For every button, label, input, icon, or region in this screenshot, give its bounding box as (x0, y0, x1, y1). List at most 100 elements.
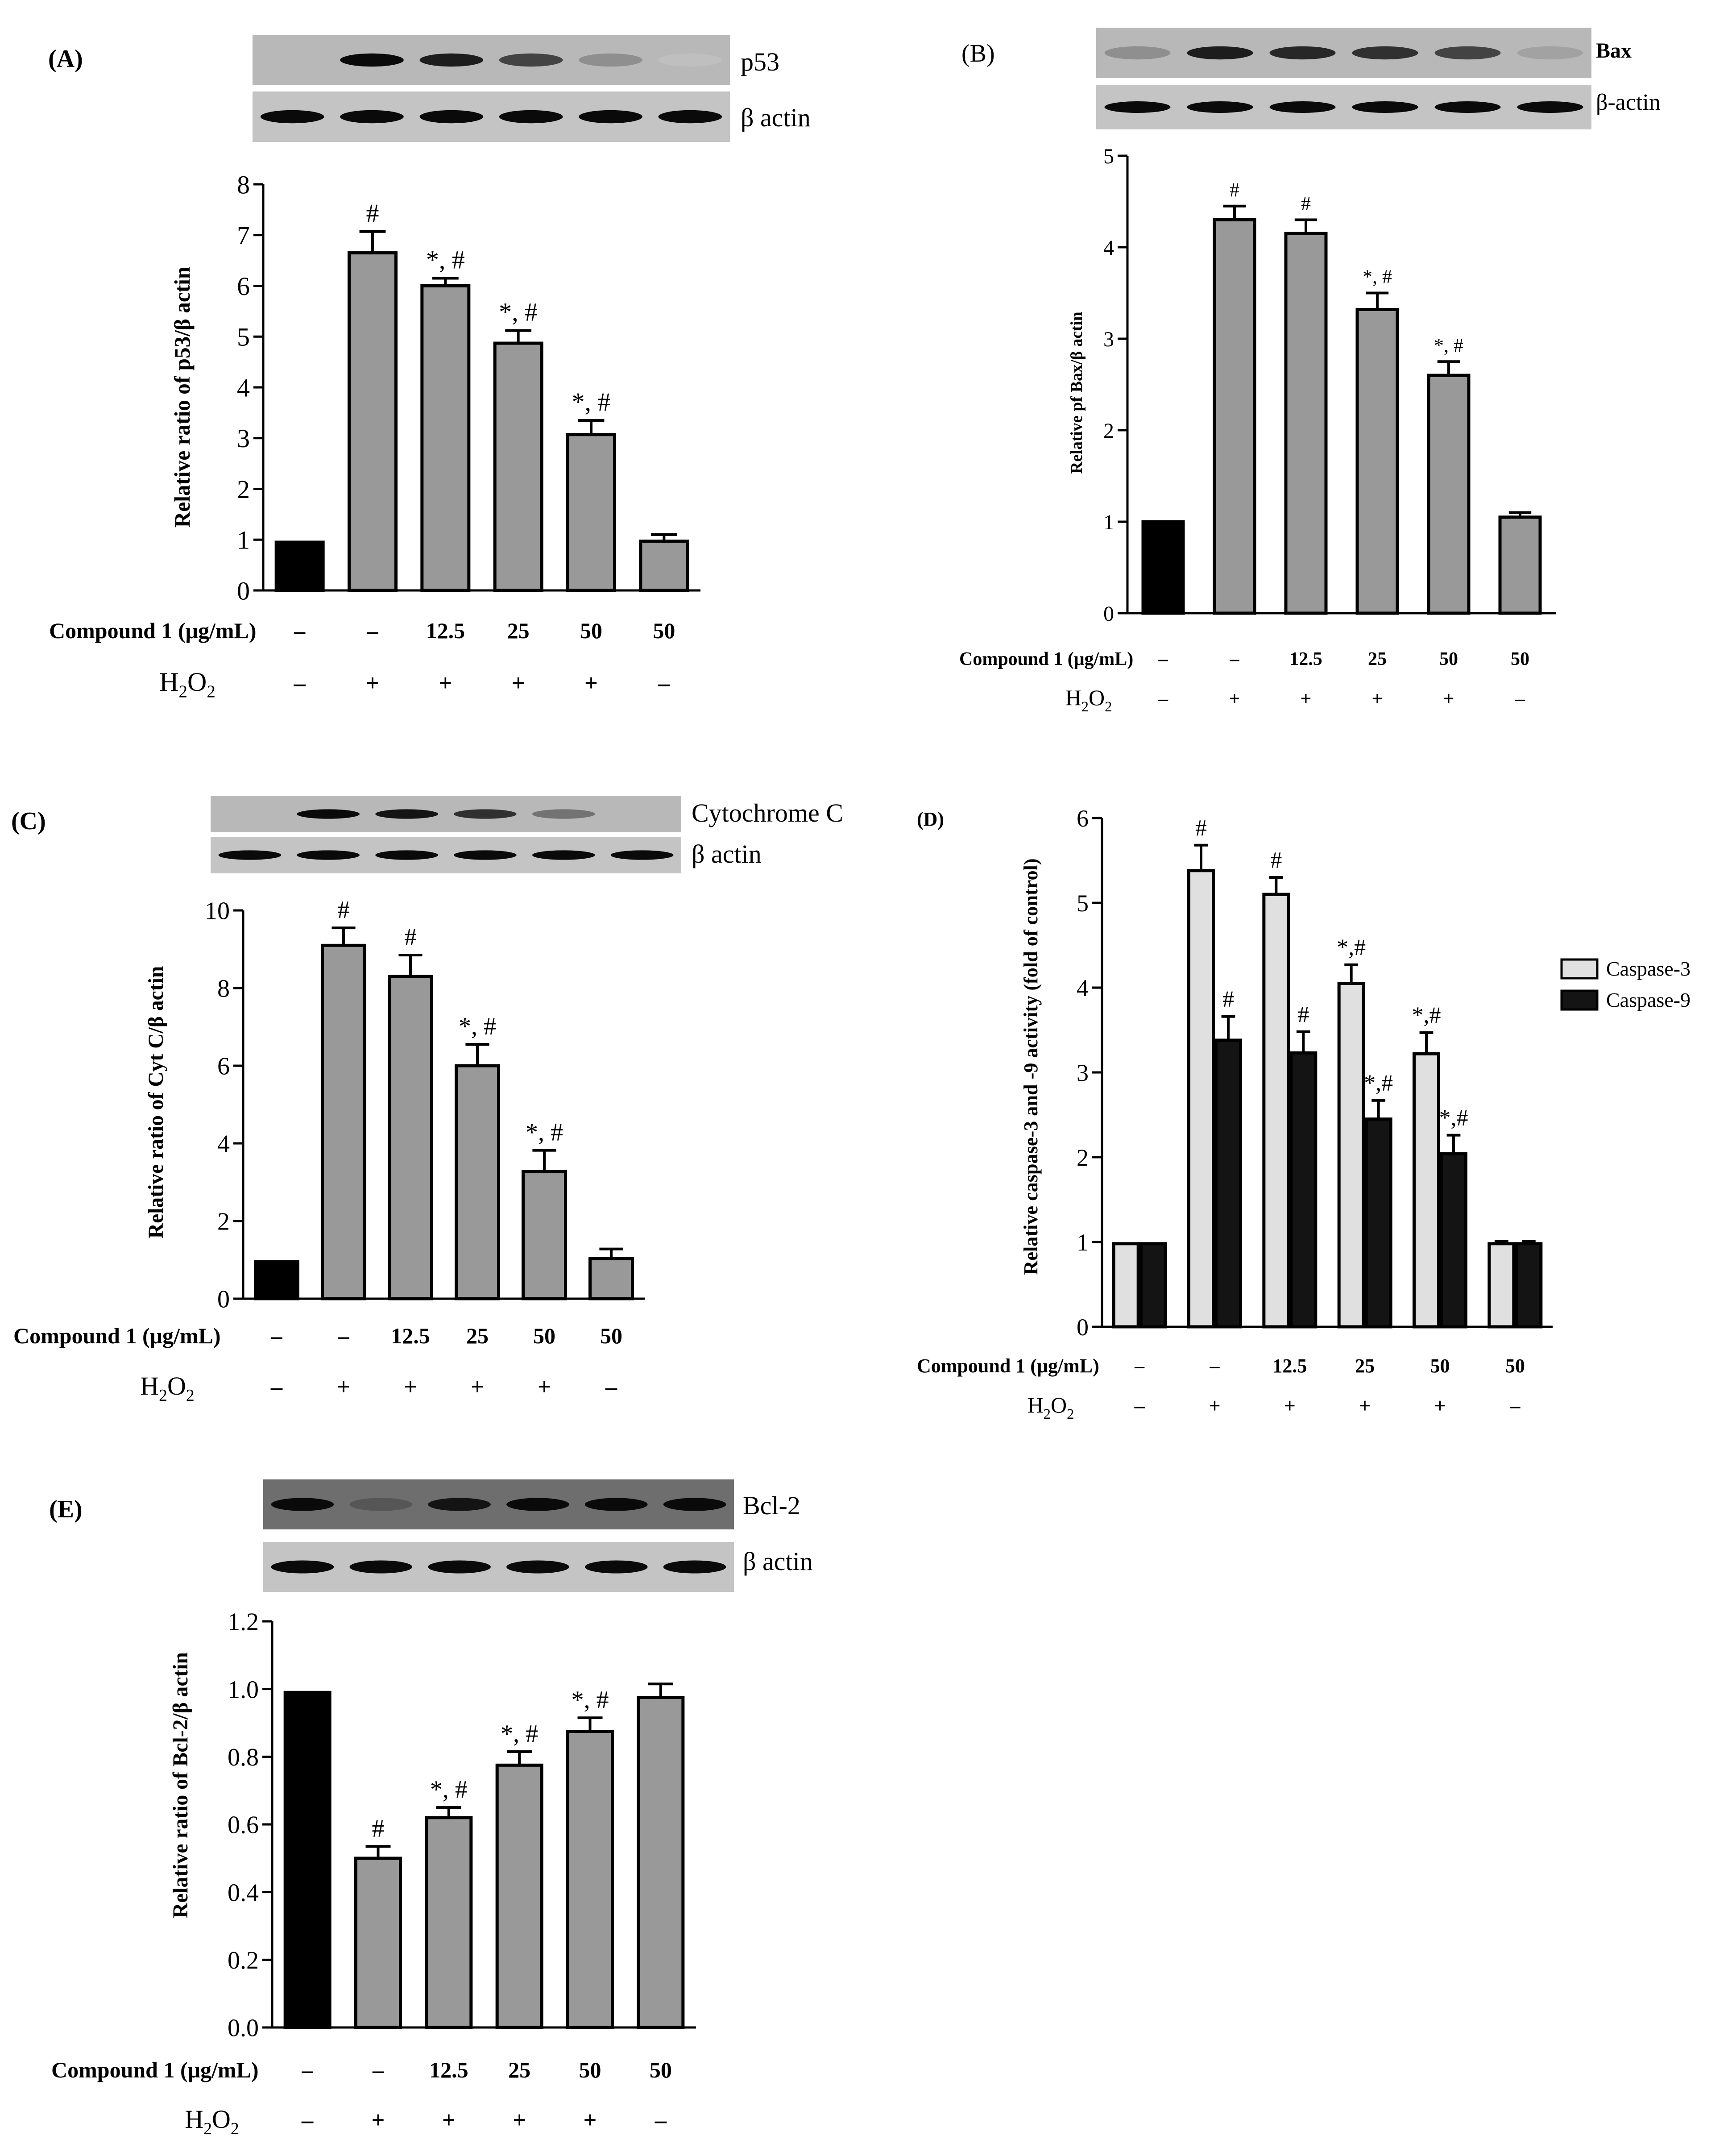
legend-label: Caspase-3 (1606, 957, 1690, 980)
compound-value: 25 (508, 2057, 530, 2082)
bar (348, 251, 398, 592)
significance-label: *, # (426, 245, 465, 274)
panel-d-chart: 0 1 2 3 4 5 6 Relative caspase-3 and -9 activit… (917, 805, 1690, 1422)
y-tick-label: 1 (237, 526, 250, 555)
blot-band (1104, 46, 1171, 60)
y-tick-label: 3 (237, 424, 250, 453)
y-tick-label: 0.0 (228, 2015, 259, 2042)
significance-label: # (404, 923, 417, 951)
panel-e-blot-actin (263, 1542, 734, 1592)
blot-band (506, 1560, 569, 1574)
blot-background (253, 91, 730, 142)
blot-band (297, 809, 360, 819)
blot-band (297, 850, 360, 860)
bar (1427, 374, 1471, 615)
blot-band (584, 1560, 648, 1574)
blot-band (1352, 46, 1418, 60)
bar (1214, 1039, 1242, 1329)
compound-label: Compound 1 (μg/mL) (49, 618, 257, 643)
blot-band (349, 1498, 413, 1511)
blot-band (579, 53, 642, 67)
y-axis-label: Relative ratio of p53/β actin (170, 267, 195, 528)
h2o2-value: + (584, 670, 598, 696)
bar (283, 1691, 331, 2029)
blot-band (1269, 46, 1336, 60)
y-tick-label: 3 (1103, 328, 1114, 351)
significance-label: # (372, 1815, 385, 1842)
h2o2-value: – (294, 670, 306, 696)
y-tick-label: 4 (1103, 236, 1114, 260)
y-tick-label: 6 (217, 1053, 230, 1080)
h2o2-value: + (584, 2107, 597, 2133)
blot-band (1269, 101, 1336, 113)
blot-band (340, 53, 404, 67)
y-tick-label: 0 (217, 1286, 230, 1313)
compound-value: 50 (579, 2057, 601, 2082)
blot-background (263, 1542, 734, 1592)
bar (1289, 1051, 1318, 1329)
h2o2-value: + (1443, 688, 1454, 710)
h2o2-value: + (1229, 688, 1240, 710)
h2o2-value: + (337, 1374, 350, 1400)
h2o2-value: + (513, 2107, 526, 2133)
compound-value: – (1230, 649, 1240, 669)
compound-value: 50 (600, 1323, 622, 1348)
bar (1440, 1152, 1467, 1329)
blot-band (340, 110, 404, 124)
blot-band (1434, 101, 1501, 113)
compound-value: – (372, 2057, 384, 2082)
blot-band (610, 850, 674, 860)
y-tick-label: 2 (1103, 419, 1114, 443)
y-tick-label: 5 (1103, 145, 1114, 168)
blot-band (454, 850, 517, 860)
bar (1364, 1117, 1392, 1329)
blot-band (499, 53, 563, 67)
h2o2-label: H2O2 (185, 2105, 239, 2138)
blot-band (454, 809, 517, 819)
blot-band (1517, 101, 1583, 113)
h2o2-value: – (658, 670, 670, 696)
h2o2-value: + (439, 670, 452, 696)
bar (1139, 1242, 1167, 1329)
bar (1284, 232, 1328, 615)
significance-label: # (1222, 987, 1234, 1012)
h2o2-value: + (538, 1374, 551, 1400)
h2o2-label: H2O2 (1028, 1392, 1074, 1422)
blot-band (375, 850, 438, 860)
significance-label: # (1195, 815, 1207, 841)
h2o2-label: H2O2 (1065, 685, 1112, 715)
y-tick-label: 4 (1077, 975, 1089, 1001)
blot-band (532, 850, 595, 860)
panel-b-blot-bax (1096, 28, 1591, 78)
compound-value: 25 (466, 1323, 489, 1348)
panel-e-blot-bcl2 (263, 1479, 734, 1529)
y-tick-label: 6 (237, 272, 250, 301)
compound-value: 12.5 (429, 2057, 468, 2082)
compound-value: – (302, 2057, 314, 2082)
blot-band (1187, 46, 1253, 60)
blot-band (1434, 46, 1501, 60)
panel-b-blot-actin (1096, 85, 1591, 129)
legend-swatch (1560, 989, 1599, 1011)
compound-value: 50 (1505, 1355, 1525, 1377)
y-tick-label: 5 (237, 323, 250, 352)
blot-band (1187, 101, 1253, 113)
y-tick-label: 0.8 (228, 1744, 259, 1771)
bar (455, 1064, 500, 1300)
panel-a-chart: 0 1 2 3 4 5 6 7 8 Relative ratio of p53/β actin # *… (49, 170, 700, 701)
y-tick-label: 1.0 (228, 1676, 259, 1703)
panel-d-label: (D) (917, 808, 945, 830)
compound-value: – (338, 1323, 350, 1348)
bar (1141, 520, 1185, 615)
y-tick-label: 1 (1077, 1229, 1089, 1256)
panel-c-blot-actin (211, 837, 681, 873)
panel-c-blot-cytc (211, 796, 681, 832)
blot-band (663, 1560, 726, 1574)
y-tick-label: 4 (237, 373, 250, 402)
bar (1112, 1242, 1140, 1329)
significance-label: *, # (526, 1119, 563, 1147)
significance-label: *,# (1337, 935, 1366, 960)
significance-label: # (337, 896, 350, 924)
significance-label: *, # (572, 1686, 609, 1714)
compound-value: 25 (507, 618, 530, 643)
